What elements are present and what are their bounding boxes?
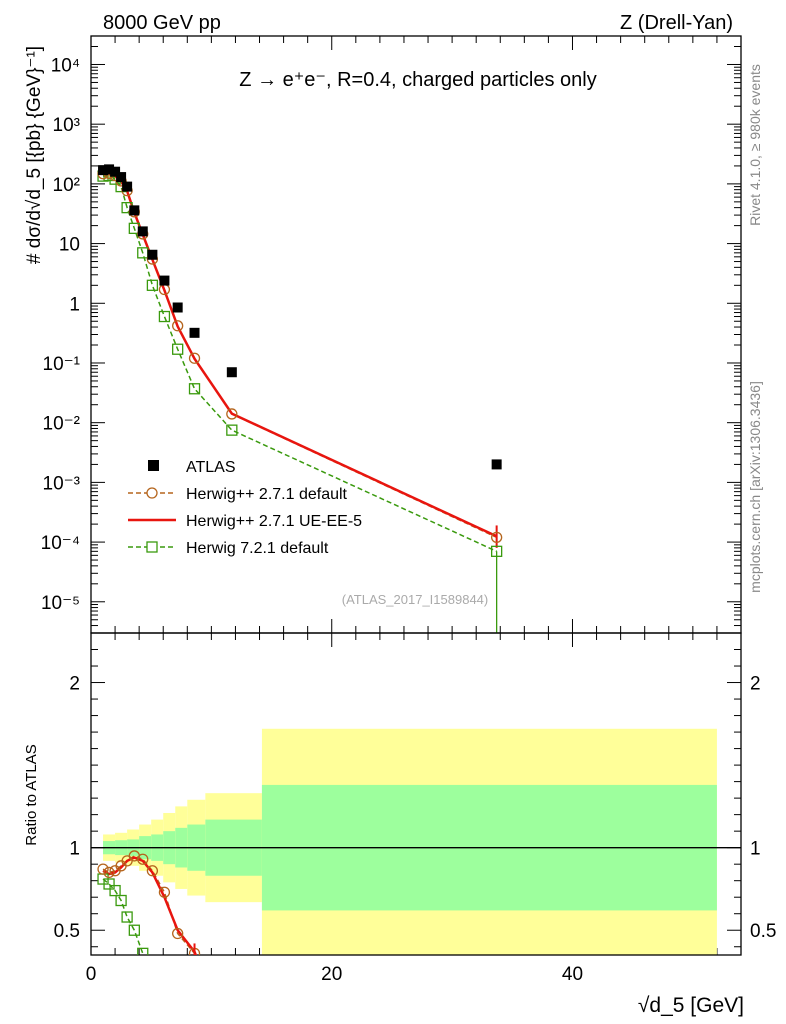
- ratio-y-tick-label: 1: [69, 839, 80, 860]
- ratio-herwig7-point: [128, 924, 140, 936]
- side-text-bottom: mcplots.cern.ch [arXiv:1306.3436]: [747, 381, 763, 593]
- ratio-herwig7-point: [103, 878, 115, 890]
- ratio-herwig7-point: [115, 894, 127, 907]
- atlas-point: [491, 459, 502, 470]
- herwig-default-point: [490, 531, 503, 544]
- ratio-y-tick-label-right: 0.5: [750, 921, 776, 942]
- ratio-panel: 0 20 40 0.5 0.5 1 1 2 2: [54, 632, 776, 985]
- x-tick-label: 20: [321, 964, 342, 985]
- x-axis-label: √d_5 [GeV]: [638, 994, 744, 1017]
- atlas-point: [159, 275, 170, 286]
- herwig-default-point: [172, 320, 184, 332]
- ratio-y-tick-label: 2: [69, 674, 80, 695]
- ratio-herwig-default-point: [172, 927, 184, 940]
- atlas-point: [129, 205, 140, 216]
- y-tick-label: 10: [59, 235, 80, 256]
- side-text-top: Rivet 4.1.0, ≥ 980k events: [747, 64, 763, 226]
- legend-herwig7-marker: [146, 541, 158, 553]
- ratio-herwig-default-point: [137, 853, 149, 865]
- atlas-point: [147, 249, 158, 260]
- atlas-point: [137, 226, 148, 237]
- ratio-y-tick-label-right: 1: [750, 839, 761, 860]
- ratio-herwig-default-point: [158, 886, 171, 898]
- header-right: Z (Drell-Yan): [620, 12, 733, 34]
- y-axis-label-ratio: Ratio to ATLAS: [23, 744, 40, 845]
- herwig7-point: [172, 343, 184, 355]
- ratio-herwig7-point: [137, 947, 149, 955]
- y-tick-label: 10⁻²: [43, 414, 81, 435]
- y-tick-label: 10⁴: [51, 55, 80, 76]
- plot-title: Z → e⁺e⁻, R=0.4, charged particles only: [239, 69, 596, 91]
- y-tick-label: 10⁻⁵: [41, 593, 80, 614]
- atlas-point: [172, 302, 183, 313]
- y-tick-label: 10⁻⁴: [41, 533, 80, 554]
- main-series-group: [97, 164, 503, 633]
- atlas-point: [122, 181, 133, 192]
- ratio-herwig7-point: [121, 911, 133, 923]
- ratio-y-tick-label-right: 2: [750, 674, 761, 695]
- series-line-herwig-ue: [102, 172, 498, 538]
- y-tick-label: 1: [69, 294, 80, 315]
- ratio-herwig-default-point: [97, 863, 109, 875]
- legend-herwig-ue-label: Herwig++ 2.7.1 UE-EE-5: [186, 513, 362, 530]
- ratio-y-tick-label: 0.5: [54, 921, 80, 942]
- x-tick-label: 40: [562, 964, 583, 985]
- legend-herwig-default-marker: [146, 487, 158, 499]
- ratio-herwig-default-point: [103, 866, 115, 879]
- header-left: 8000 GeV pp: [103, 12, 221, 34]
- herwig-default-point: [226, 408, 238, 420]
- legend-atlas-label: ATLAS: [186, 459, 236, 476]
- legend: ATLAS Herwig++ 2.7.1 default Herwig++ 2.7.…: [128, 459, 362, 557]
- herwig7-point: [188, 383, 201, 395]
- ratio-herwig-default-point: [146, 865, 159, 877]
- series-line-herwig7: [102, 174, 497, 553]
- y-tick-label: 10⁻³: [43, 473, 81, 494]
- herwig7-point: [490, 545, 503, 557]
- ratio-frame: [90, 632, 742, 956]
- ratio-series-group: [97, 850, 201, 955]
- y-tick-label: 10²: [53, 175, 80, 196]
- herwig7-point: [158, 310, 171, 323]
- atlas-point: [116, 172, 127, 183]
- herwig7-point: [226, 424, 238, 436]
- x-tick-label: 0: [86, 964, 97, 985]
- legend-herwig7-label: Herwig 7.2.1 default: [186, 540, 329, 557]
- atlas-point: [104, 164, 115, 175]
- atlas-point: [189, 327, 200, 338]
- atlas-point: [226, 367, 237, 378]
- herwig7-point: [146, 279, 159, 291]
- series-line-herwig-default: [102, 172, 497, 539]
- atlas-point: [110, 166, 121, 177]
- legend-atlas-marker: [148, 460, 159, 471]
- atlas-point: [98, 165, 109, 176]
- analysis-tag: (ATLAS_2017_I1589844): [342, 592, 488, 607]
- y-axis-label-main: # dσ/d√d_5 [{pb} {GeV}⁻¹]: [24, 46, 45, 264]
- herwig-default-point: [188, 352, 201, 364]
- ratio-herwig7-point: [109, 884, 121, 897]
- main-panel: 10⁻⁵ 10⁻⁴ 10⁻³ 10⁻² 10⁻¹ 1 10 10² 10³ 10⁴: [41, 35, 742, 955]
- legend-herwig-default-label: Herwig++ 2.7.1 default: [186, 486, 348, 503]
- y-tick-label: 10⁻¹: [43, 354, 81, 375]
- y-tick-label: 10³: [53, 115, 80, 136]
